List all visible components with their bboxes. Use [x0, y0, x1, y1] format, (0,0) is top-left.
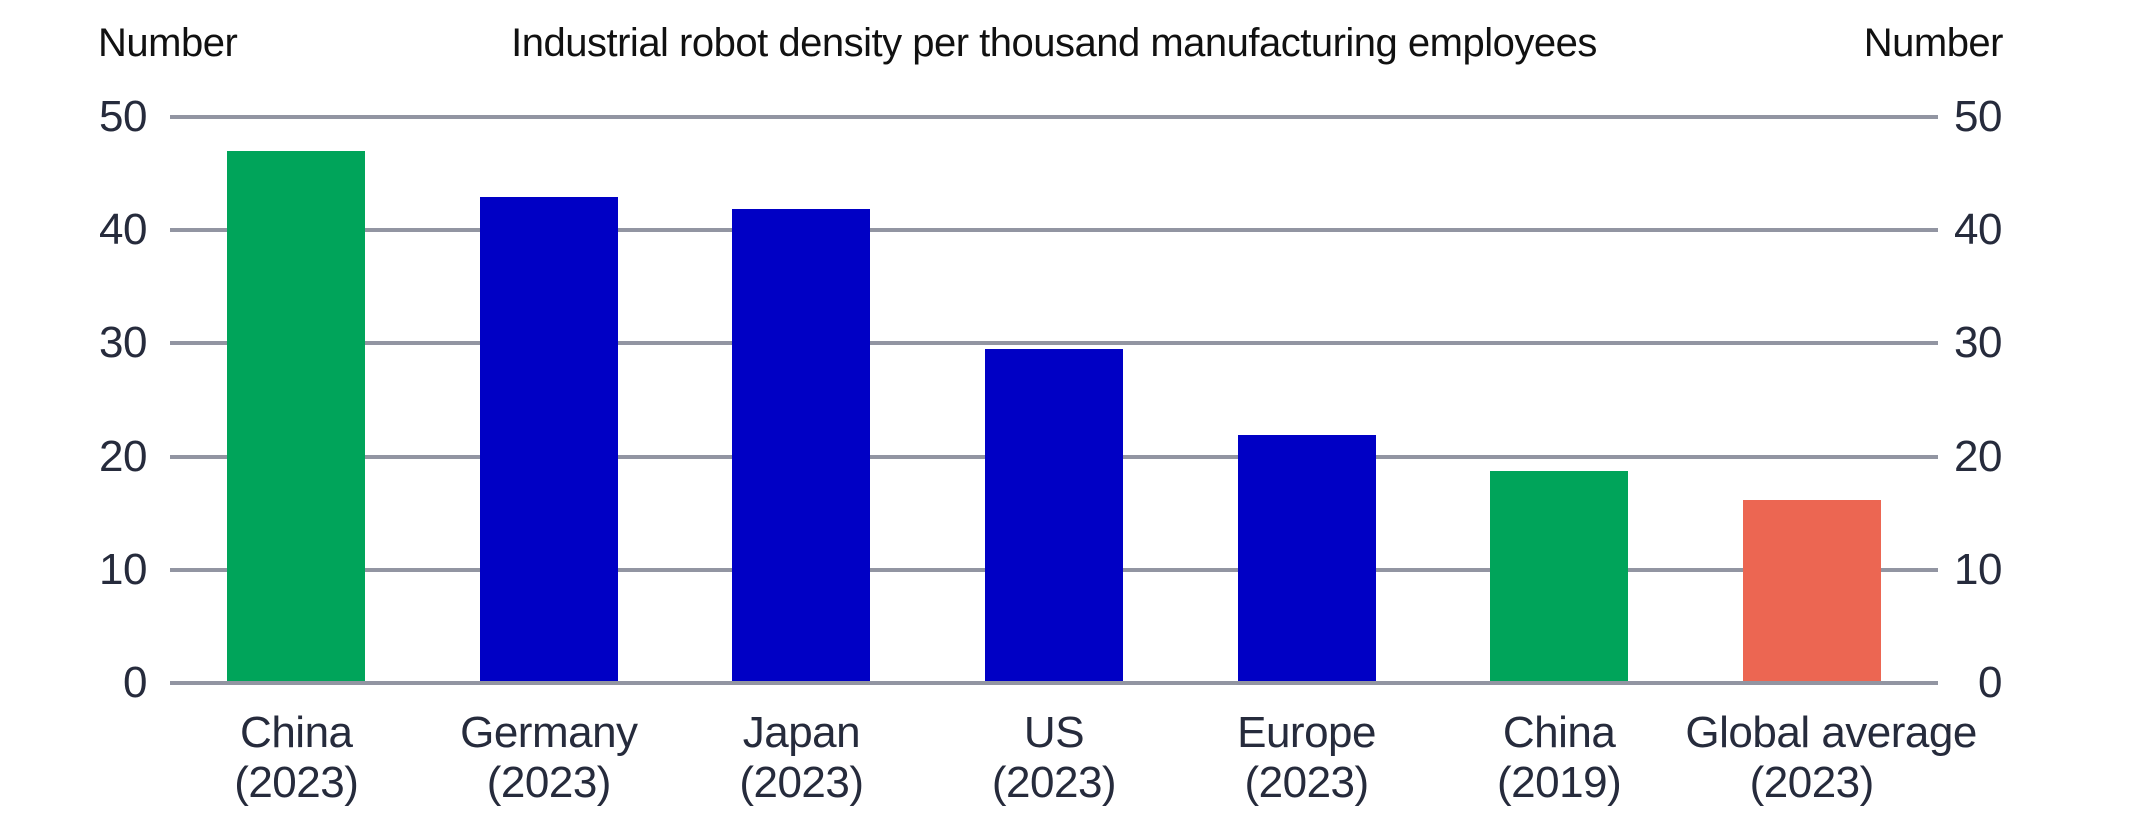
- x-label-year: (2023): [1749, 758, 1875, 807]
- x-label-global-average-2023: Global average (2023): [1685, 708, 1977, 808]
- bar-global-average-2023: [1742, 499, 1881, 685]
- x-label-name: Germany: [460, 708, 638, 757]
- bar-china-2019: [1490, 471, 1629, 685]
- x-label-name: China: [240, 708, 353, 757]
- x-label-year: (2023): [991, 758, 1117, 807]
- y-tick-right-50: 50: [1954, 92, 2002, 141]
- x-label-year: (2023): [739, 758, 864, 807]
- x-label-year: (2023): [486, 758, 612, 807]
- y-tick-right-30: 30: [1954, 318, 2002, 368]
- x-label-name: Europe: [1237, 708, 1376, 757]
- chart-title: Industrial robot density per thousand ma…: [511, 21, 1597, 65]
- x-label-china-2023: China (2023): [170, 708, 423, 808]
- y-axis-unit-left: Number: [98, 21, 238, 65]
- x-label-germany-2023: Germany (2023): [423, 708, 676, 808]
- y-tick-right-20: 20: [1954, 431, 2002, 481]
- y-tick-right-40: 40: [1954, 205, 2002, 255]
- y-tick-left-20: 20: [99, 431, 147, 481]
- gridline-0: [170, 681, 1938, 685]
- y-tick-left-0: 0: [123, 658, 147, 707]
- x-label-europe-2023: Europe (2023): [1180, 708, 1433, 808]
- x-label-year: (2023): [1244, 758, 1369, 807]
- gridline-50: [170, 115, 1938, 119]
- bar-germany-2023: [479, 197, 618, 685]
- x-label-us-2023: US (2023): [928, 708, 1181, 808]
- x-label-china-2019: China (2019): [1433, 708, 1686, 808]
- x-label-year: (2023): [234, 758, 359, 807]
- y-tick-left-30: 30: [99, 318, 147, 368]
- x-label-name: US: [1023, 708, 1085, 757]
- y-tick-left-10: 10: [99, 544, 147, 594]
- bar-japan-2023: [732, 208, 871, 685]
- bar-us-2023: [985, 349, 1123, 685]
- gridline-40: [170, 228, 1938, 233]
- x-label-year: (2019): [1497, 758, 1622, 807]
- bar-china-2023: [227, 150, 366, 685]
- y-tick-left-40: 40: [99, 205, 147, 255]
- gridline-30: [170, 341, 1938, 346]
- bar-europe-2023: [1237, 435, 1376, 685]
- x-label-name: China: [1502, 708, 1616, 757]
- y-tick-left-50: 50: [99, 92, 147, 141]
- y-tick-right-0: 0: [1978, 658, 2002, 707]
- x-label-name: Global average: [1685, 708, 1977, 757]
- y-axis-unit-right: Number: [1863, 21, 2004, 65]
- y-tick-right-10: 10: [1954, 544, 2002, 594]
- x-label-name: Japan: [742, 708, 861, 757]
- x-label-japan-2023: Japan (2023): [675, 708, 928, 808]
